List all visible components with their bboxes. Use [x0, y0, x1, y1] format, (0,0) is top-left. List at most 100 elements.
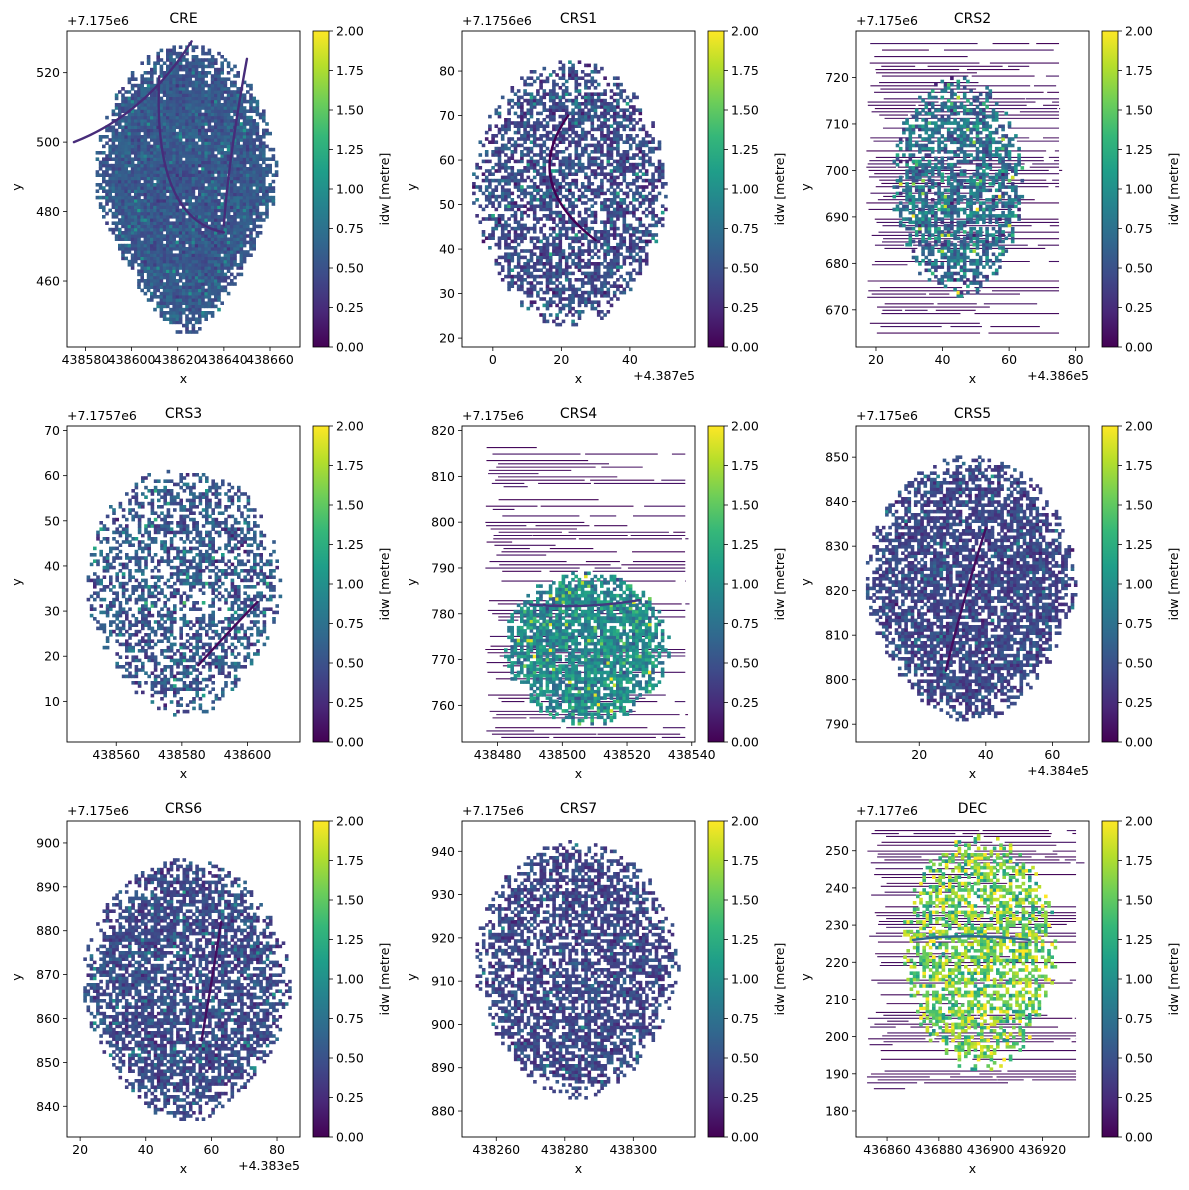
idw-cell — [150, 227, 154, 232]
idw-cell — [242, 231, 247, 235]
idw-cell — [236, 90, 240, 94]
idw-cell — [520, 191, 524, 196]
idw-cell — [191, 106, 196, 110]
idw-cell — [651, 198, 655, 202]
idw-cell — [210, 247, 215, 251]
idw-cell — [249, 119, 253, 123]
idw-cell — [217, 253, 221, 257]
idw-cell — [172, 83, 176, 88]
idw-cell — [558, 185, 563, 189]
idw-cell — [172, 205, 176, 209]
idw-cell — [246, 199, 250, 203]
idw-cell — [137, 282, 141, 286]
idw-cell — [516, 233, 521, 237]
idw-cell — [220, 240, 224, 245]
idw-cell — [226, 157, 231, 161]
idw-cell — [185, 295, 189, 299]
idw-cell — [121, 160, 125, 165]
idw-cell — [220, 202, 224, 206]
idw-cell — [207, 170, 212, 174]
idw-cell — [255, 199, 260, 203]
idw-cell — [268, 170, 272, 174]
idw-cell — [210, 109, 215, 113]
idw-cell — [494, 162, 499, 167]
idw-cell — [651, 172, 655, 176]
idw-cell — [153, 221, 157, 225]
idw-cell — [194, 160, 199, 165]
idw-cell — [520, 223, 524, 228]
idw-cell — [185, 323, 189, 328]
idw-cell — [542, 162, 547, 167]
idw-cell — [207, 224, 212, 229]
idw-cell — [220, 77, 224, 81]
idw-cell — [175, 64, 180, 69]
idw-cell — [571, 290, 575, 295]
idw-cell — [204, 144, 208, 149]
idw-cell — [504, 242, 508, 247]
idw-cell — [606, 217, 611, 221]
idw-cell — [162, 253, 167, 257]
idw-cell — [619, 201, 623, 205]
idw-cell — [619, 236, 623, 240]
idw-cell — [198, 160, 202, 165]
idw-cell — [124, 224, 128, 229]
idw-cell — [159, 151, 164, 155]
idw-cell — [130, 215, 135, 219]
idw-cell — [619, 233, 623, 237]
idw-cell — [127, 80, 132, 85]
idw-cell — [223, 231, 228, 235]
idw-cell — [510, 207, 515, 212]
idw-cell — [159, 99, 164, 104]
idw-cell — [520, 217, 524, 221]
idw-cell — [249, 141, 253, 145]
idw-cell — [641, 230, 646, 234]
idw-cell — [210, 189, 215, 193]
idw-cell — [516, 287, 521, 292]
idw-cell — [191, 323, 196, 328]
idw-cell — [121, 131, 125, 136]
idw-cell — [169, 99, 173, 104]
idw-cell — [207, 192, 212, 197]
idw-cell — [156, 253, 160, 257]
idw-cell — [172, 128, 176, 133]
idw-cell — [182, 192, 186, 197]
idw-cell — [210, 87, 215, 91]
idw-cell — [214, 263, 218, 267]
idw-cell — [641, 249, 646, 253]
idw-cell — [635, 198, 639, 202]
idw-cell — [207, 247, 212, 251]
idw-cell — [612, 127, 617, 132]
idw-cell — [191, 163, 196, 168]
idw-cell — [162, 269, 167, 273]
idw-cell — [194, 151, 199, 155]
idw-cell — [491, 236, 495, 240]
idw-cell — [172, 221, 176, 225]
idw-cell — [134, 170, 138, 174]
idw-cell — [210, 282, 215, 286]
idw-cell — [217, 115, 221, 120]
idw-cell — [150, 256, 154, 261]
idw-cell — [175, 71, 180, 75]
idw-cell — [182, 231, 186, 235]
idw-cell — [143, 163, 148, 168]
idw-cell — [156, 125, 160, 129]
idw-cell — [143, 71, 148, 75]
idw-cell — [223, 272, 228, 277]
idw-cell — [182, 240, 186, 245]
idw-cell — [175, 141, 180, 145]
idw-cell — [239, 263, 244, 267]
idw-cell — [574, 130, 579, 135]
idw-cell — [156, 231, 160, 235]
idw-cell — [262, 109, 266, 113]
idw-cell — [265, 167, 269, 171]
idw-cell — [242, 224, 247, 229]
idw-cell — [651, 150, 655, 154]
idw-cell — [204, 311, 208, 315]
idw-cell — [134, 131, 138, 136]
idw-cell — [606, 287, 611, 292]
idw-cell — [536, 124, 540, 128]
idw-cell — [510, 143, 515, 148]
idw-cell — [532, 252, 537, 256]
idw-cell — [194, 58, 199, 62]
idw-cell — [182, 112, 186, 117]
